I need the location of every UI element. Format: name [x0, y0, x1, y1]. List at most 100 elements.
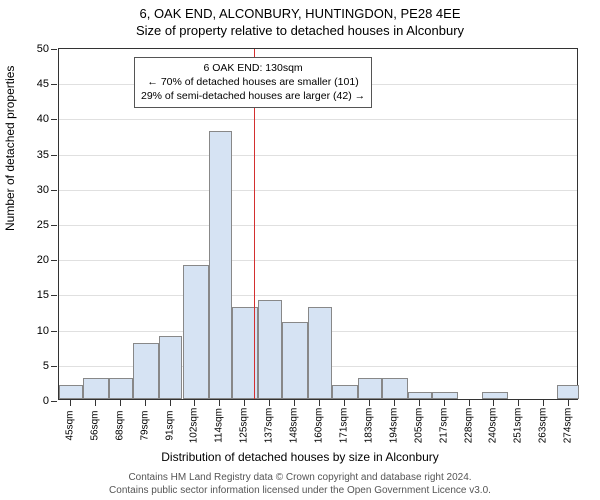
x-tick-label: 137sqm: [264, 408, 275, 444]
x-tick-label: 228sqm: [463, 408, 474, 444]
x-tick: [145, 400, 146, 406]
gridline: [59, 225, 577, 226]
histogram-bar: [432, 392, 458, 399]
gridline: [59, 190, 577, 191]
histogram-bar: [159, 336, 183, 399]
histogram-bar: [482, 392, 508, 399]
x-tick: [394, 400, 395, 406]
x-tick: [493, 400, 494, 406]
histogram-bar: [109, 378, 133, 399]
y-axis-label: Number of detached properties: [3, 66, 17, 231]
y-tick: [51, 155, 57, 156]
y-tick: [51, 190, 57, 191]
x-tick: [344, 400, 345, 406]
annotation-line-3: 29% of semi-detached houses are larger (…: [141, 89, 365, 103]
chart-title-sub: Size of property relative to detached ho…: [0, 21, 600, 38]
y-tick: [51, 119, 57, 120]
y-tick: [51, 260, 57, 261]
histogram-bar: [557, 385, 579, 399]
x-tick-label: 194sqm: [388, 408, 399, 444]
x-tick: [170, 400, 171, 406]
x-tick-label: 217sqm: [438, 408, 449, 444]
x-tick: [219, 400, 220, 406]
annotation-line-1: 6 OAK END: 130sqm: [141, 61, 365, 75]
histogram-bar: [282, 322, 308, 399]
y-tick: [51, 366, 57, 367]
histogram-bar: [358, 378, 382, 399]
plot-area: 0510152025303540455045sqm56sqm68sqm79sqm…: [58, 48, 578, 400]
x-tick: [120, 400, 121, 406]
x-tick: [269, 400, 270, 406]
y-tick: [51, 225, 57, 226]
histogram-bar: [83, 378, 109, 399]
gridline: [59, 295, 577, 296]
x-tick: [194, 400, 195, 406]
y-tick: [51, 401, 57, 402]
y-tick-label: 35: [37, 149, 49, 161]
histogram-bar: [258, 300, 282, 399]
x-tick-label: 45sqm: [64, 410, 75, 440]
gridline: [59, 260, 577, 261]
histogram-bar: [59, 385, 83, 399]
y-tick-label: 15: [37, 289, 49, 301]
x-tick: [469, 400, 470, 406]
x-tick: [70, 400, 71, 406]
y-tick-label: 20: [37, 254, 49, 266]
x-tick: [444, 400, 445, 406]
y-tick-label: 50: [37, 43, 49, 55]
chart-annotation-box: 6 OAK END: 130sqm ← 70% of detached hous…: [134, 57, 372, 108]
x-tick-label: 91sqm: [164, 410, 175, 440]
x-tick: [319, 400, 320, 406]
x-tick: [568, 400, 569, 406]
x-tick-label: 240sqm: [488, 408, 499, 444]
histogram-bar: [308, 307, 332, 399]
y-tick-label: 0: [43, 395, 49, 407]
x-tick-label: 102sqm: [189, 408, 200, 444]
x-tick: [244, 400, 245, 406]
attribution-line-2: Contains public sector information licen…: [0, 484, 600, 497]
gridline: [59, 119, 577, 120]
x-tick-label: 171sqm: [338, 408, 349, 444]
x-tick-label: 125sqm: [239, 408, 250, 444]
histogram-bar: [209, 131, 233, 399]
y-tick-label: 25: [37, 219, 49, 231]
x-tick-label: 183sqm: [363, 408, 374, 444]
histogram-bar: [382, 378, 408, 399]
y-tick-label: 45: [37, 78, 49, 90]
y-tick: [51, 331, 57, 332]
y-tick: [51, 84, 57, 85]
attribution-line-1: Contains HM Land Registry data © Crown c…: [0, 471, 600, 484]
histogram-bar: [332, 385, 358, 399]
x-axis-label: Distribution of detached houses by size …: [0, 450, 600, 464]
histogram-bar: [133, 343, 159, 399]
y-tick-label: 10: [37, 325, 49, 337]
x-tick: [369, 400, 370, 406]
x-tick-label: 114sqm: [214, 408, 225, 443]
histogram-bar: [408, 392, 432, 399]
y-tick-label: 5: [43, 360, 49, 372]
x-tick-label: 205sqm: [413, 408, 424, 444]
x-tick: [543, 400, 544, 406]
x-tick: [518, 400, 519, 406]
annotation-line-2: ← 70% of detached houses are smaller (10…: [141, 75, 365, 89]
x-tick-label: 148sqm: [289, 408, 300, 444]
y-tick: [51, 295, 57, 296]
x-tick: [294, 400, 295, 406]
chart-container: 6, OAK END, ALCONBURY, HUNTINGDON, PE28 …: [0, 0, 600, 500]
y-tick-label: 40: [37, 113, 49, 125]
x-tick-label: 68sqm: [114, 410, 125, 440]
x-tick-label: 274sqm: [563, 408, 574, 444]
gridline: [59, 155, 577, 156]
x-tick-label: 263sqm: [538, 408, 549, 444]
x-tick: [95, 400, 96, 406]
x-tick-label: 160sqm: [314, 408, 325, 444]
x-tick: [419, 400, 420, 406]
y-tick: [51, 49, 57, 50]
x-tick-label: 56sqm: [89, 410, 100, 440]
y-tick-label: 30: [37, 184, 49, 196]
attribution-text: Contains HM Land Registry data © Crown c…: [0, 471, 600, 497]
chart-title-main: 6, OAK END, ALCONBURY, HUNTINGDON, PE28 …: [0, 0, 600, 21]
x-tick-label: 251sqm: [513, 408, 524, 444]
histogram-bar: [183, 265, 209, 399]
x-tick-label: 79sqm: [139, 410, 150, 440]
